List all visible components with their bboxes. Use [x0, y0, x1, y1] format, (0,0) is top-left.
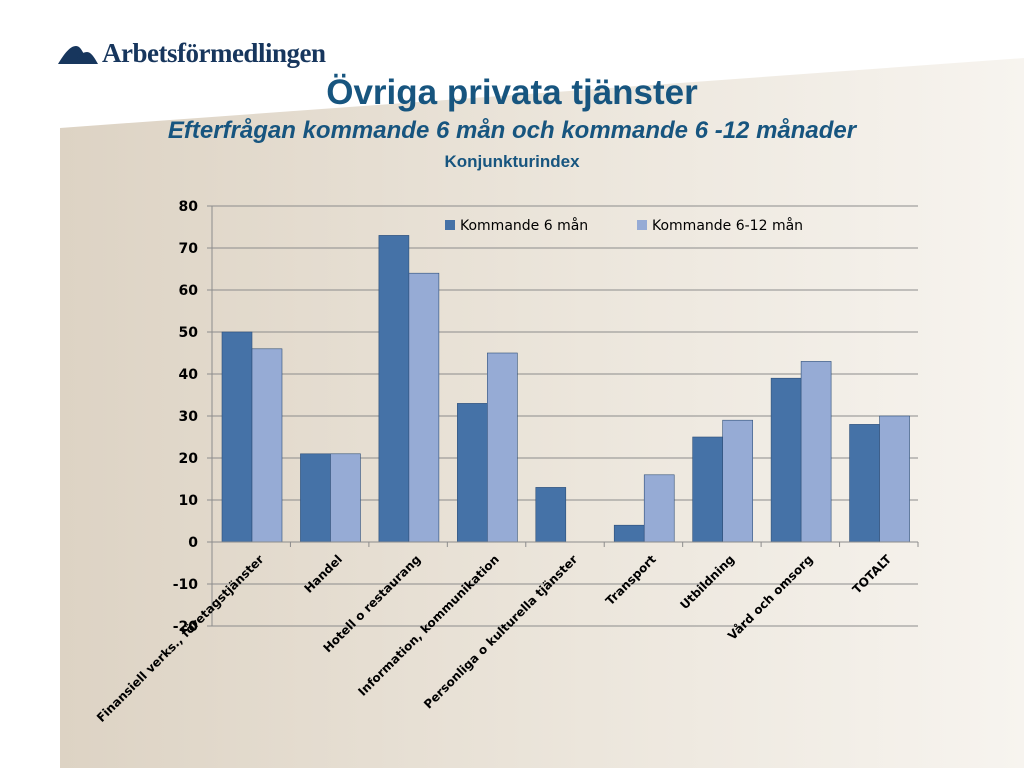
y-tick-label: 60	[179, 283, 199, 299]
legend: Kommande 6 mån Kommande 6-12 mån	[445, 217, 803, 234]
logo: Arbetsförmedlingen	[58, 38, 326, 69]
bar-kommande-6-man	[535, 487, 567, 543]
y-tick-label: -20	[173, 619, 199, 635]
bar-kommande-6-12-man	[408, 272, 440, 543]
legend-swatch	[637, 220, 647, 230]
x-category-label: Vård och omsorg	[725, 552, 816, 643]
y-tick-label: 50	[179, 325, 199, 341]
y-tick-label: 40	[179, 367, 199, 383]
bar-kommande-6-man	[378, 235, 410, 543]
bar-kommande-6-man	[613, 524, 645, 543]
y-tick-label: 20	[179, 451, 199, 467]
arbetsformedlingen-logo-icon	[58, 45, 98, 64]
bar-kommande-6-12-man	[643, 474, 675, 543]
bar-kommande-6-12-man	[487, 352, 518, 543]
bars	[221, 235, 910, 543]
bar-kommande-6-12-man	[800, 361, 832, 543]
legend-label: Kommande 6 mån	[460, 217, 588, 234]
legend-swatch	[445, 220, 455, 230]
bar-kommande-6-man	[221, 331, 253, 543]
y-tick-label: 80	[179, 199, 199, 215]
logo-text: Arbetsförmedlingen	[102, 38, 326, 68]
bar-kommande-6-12-man	[879, 415, 910, 543]
y-tick-label: 70	[179, 241, 199, 257]
y-tick-label: 10	[179, 493, 199, 509]
background-band	[60, 58, 1024, 768]
bar-kommande-6-man	[300, 453, 331, 543]
bar-kommande-6-man	[770, 377, 802, 543]
bar-kommande-6-man	[849, 424, 880, 543]
x-category-label: TOTALT	[850, 552, 895, 597]
legend-label: Kommande 6-12 mån	[652, 217, 803, 234]
x-category-label: Handel	[302, 552, 346, 596]
page-title: Övriga privata tjänster	[326, 73, 698, 112]
y-tick-label: 0	[188, 535, 198, 551]
x-category-label: Personliga o kulturella tjänster	[421, 552, 580, 711]
y-tick-label: -10	[173, 577, 199, 593]
x-category-label: Information, kommunikation	[355, 552, 502, 699]
bar-kommande-6-man	[457, 403, 488, 543]
bar-kommande-6-man	[692, 436, 723, 543]
bar-kommande-6-12-man	[330, 453, 361, 543]
x-category-label: Transport	[603, 552, 659, 608]
x-category-label: Utbildning	[677, 552, 737, 612]
bar-kommande-6-12-man	[722, 419, 753, 543]
page-subsubtitle: Konjunkturindex	[444, 152, 580, 171]
y-tick-label: 30	[179, 409, 199, 425]
bar-kommande-6-12-man	[251, 348, 283, 543]
page-subtitle: Efterfrågan kommande 6 mån och kommande …	[167, 117, 857, 144]
